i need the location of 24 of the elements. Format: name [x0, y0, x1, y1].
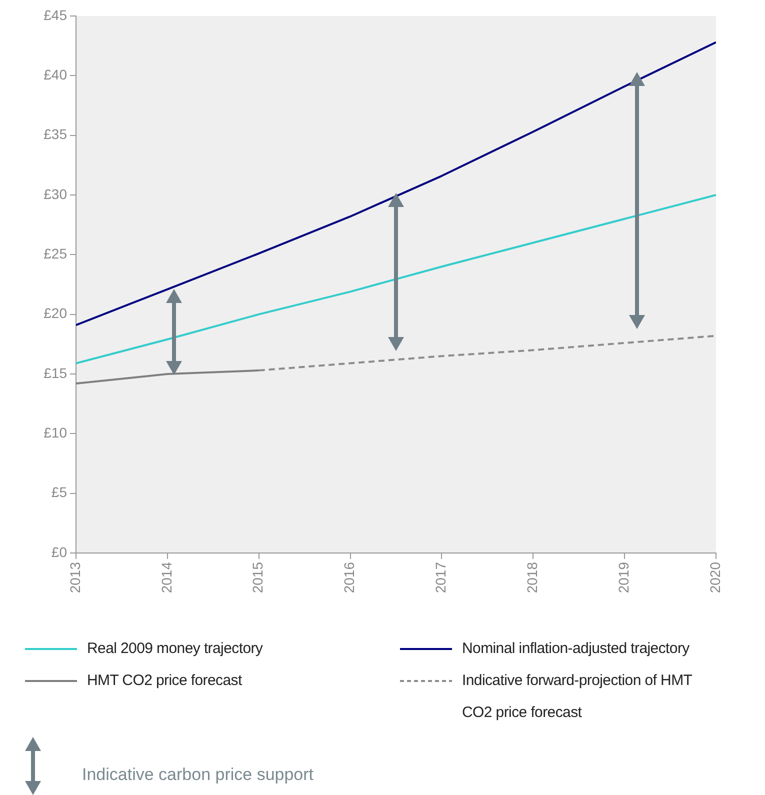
y-tick-label: £5	[51, 484, 68, 500]
text: Indicative carbon price support	[82, 765, 314, 785]
x-tick-label: 2013	[66, 562, 83, 594]
y-tick-label: £20	[44, 305, 68, 322]
x-tick-label: 2015	[250, 562, 266, 594]
y-tick-label: £15	[44, 364, 68, 381]
x-tick-label: 2016	[341, 562, 358, 594]
y-tick-label: £40	[44, 66, 68, 83]
legend-label: Nominal inflation-adjusted trajectory	[462, 639, 690, 659]
legend-label: Real 2009 money trajectory	[87, 639, 264, 659]
legend-label: Indicative forward-projection of HMT CO2 price forecast	[462, 671, 693, 723]
y-tick-label: £45	[44, 6, 68, 23]
legend-label: HMT CO2 price forecast	[87, 671, 243, 691]
x-tick-label: 2018	[524, 562, 540, 594]
x-tick-label: 2020	[706, 562, 723, 594]
line-series	[258, 334, 716, 372]
x-tick-label: 2017	[432, 562, 449, 594]
x-tick-label: 2019	[615, 562, 632, 594]
x-tick-label: 2014	[158, 562, 174, 594]
y-tick-label: £10	[44, 424, 68, 441]
y-tick-label: £25	[44, 246, 68, 262]
y-tick-label: £35	[44, 126, 68, 142]
y-tick-label: £30	[44, 186, 68, 202]
y-tick-label: £0	[51, 544, 68, 560]
